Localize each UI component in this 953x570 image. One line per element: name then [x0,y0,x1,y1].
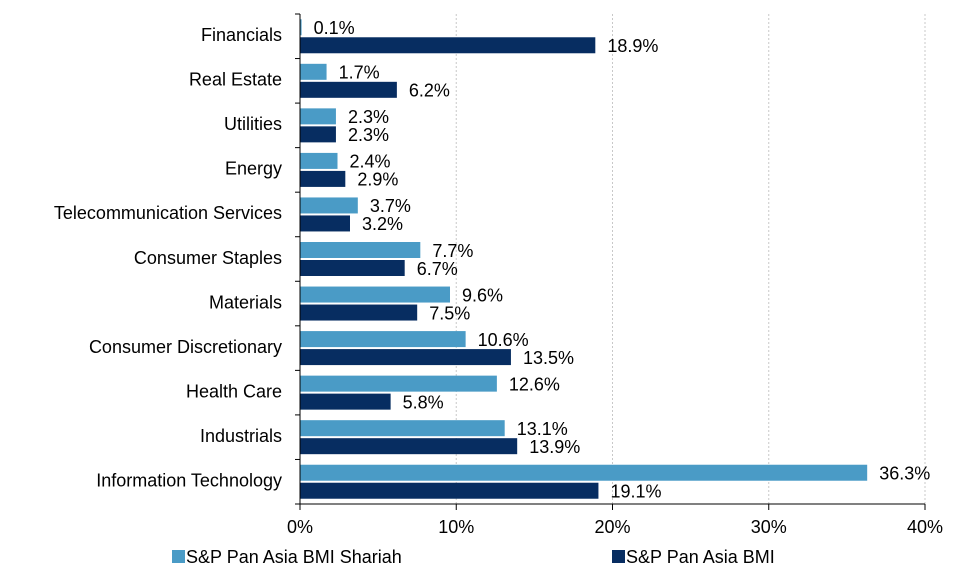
value-label: 36.3% [879,463,930,483]
bar [300,37,596,54]
bar [300,375,497,392]
bar [300,438,518,455]
value-label: 10.6% [478,330,529,350]
bar [300,126,336,143]
legend-label: S&P Pan Asia BMI [626,547,775,567]
value-label: 9.6% [462,285,503,305]
x-tick-label: 10% [438,517,474,537]
bar [300,242,421,258]
y-tick-label: Industrials [200,426,282,446]
value-label: 1.7% [339,63,380,83]
bar [300,464,868,481]
value-label: 18.9% [607,36,658,56]
value-label: 3.2% [362,214,403,234]
bar [300,482,599,499]
y-tick-label: Financials [201,25,282,45]
y-tick-label: Utilities [224,114,282,134]
y-tick-label: Energy [225,159,282,179]
value-label: 6.7% [417,259,458,279]
bar [300,286,450,303]
bar [300,19,302,36]
bar [300,349,511,366]
value-label: 13.1% [517,419,568,439]
y-tick-label: Information Technology [96,470,282,490]
y-tick-label: Telecommunication Services [54,203,282,223]
bar [300,108,336,125]
value-label: 5.8% [403,392,444,412]
value-label: 13.5% [523,348,574,368]
bar [300,215,350,232]
value-label: 0.1% [314,18,355,38]
value-label: 2.4% [350,152,391,172]
y-tick-label: Materials [209,292,282,312]
bar [300,152,338,169]
x-tick-label: 40% [907,517,943,537]
value-label: 2.3% [348,125,389,145]
bar [300,393,391,410]
value-label: 19.1% [610,481,661,501]
bar [300,170,346,187]
y-tick-label: Real Estate [189,70,282,90]
bar [300,304,418,321]
y-tick-label: Consumer Discretionary [89,337,282,357]
bar [300,331,466,348]
value-label: 7.7% [432,241,473,261]
y-tick-label: Health Care [186,381,282,401]
value-label: 13.9% [529,437,580,457]
legend-label: S&P Pan Asia BMI Shariah [186,547,402,567]
bar [300,260,405,276]
x-tick-label: 20% [594,517,630,537]
bar [300,420,505,437]
legend-swatch [612,550,625,563]
bar [300,63,327,80]
bar [300,81,397,98]
value-label: 2.3% [348,107,389,127]
x-tick-label: 30% [751,517,787,537]
legend-swatch [172,550,185,563]
bar [300,197,358,214]
y-tick-label: Consumer Staples [134,248,282,268]
value-label: 3.7% [370,196,411,216]
value-label: 12.6% [509,374,560,394]
value-label: 2.9% [357,170,398,190]
x-tick-label: 0% [287,517,313,537]
value-label: 7.5% [429,303,470,323]
value-label: 6.2% [409,81,450,101]
